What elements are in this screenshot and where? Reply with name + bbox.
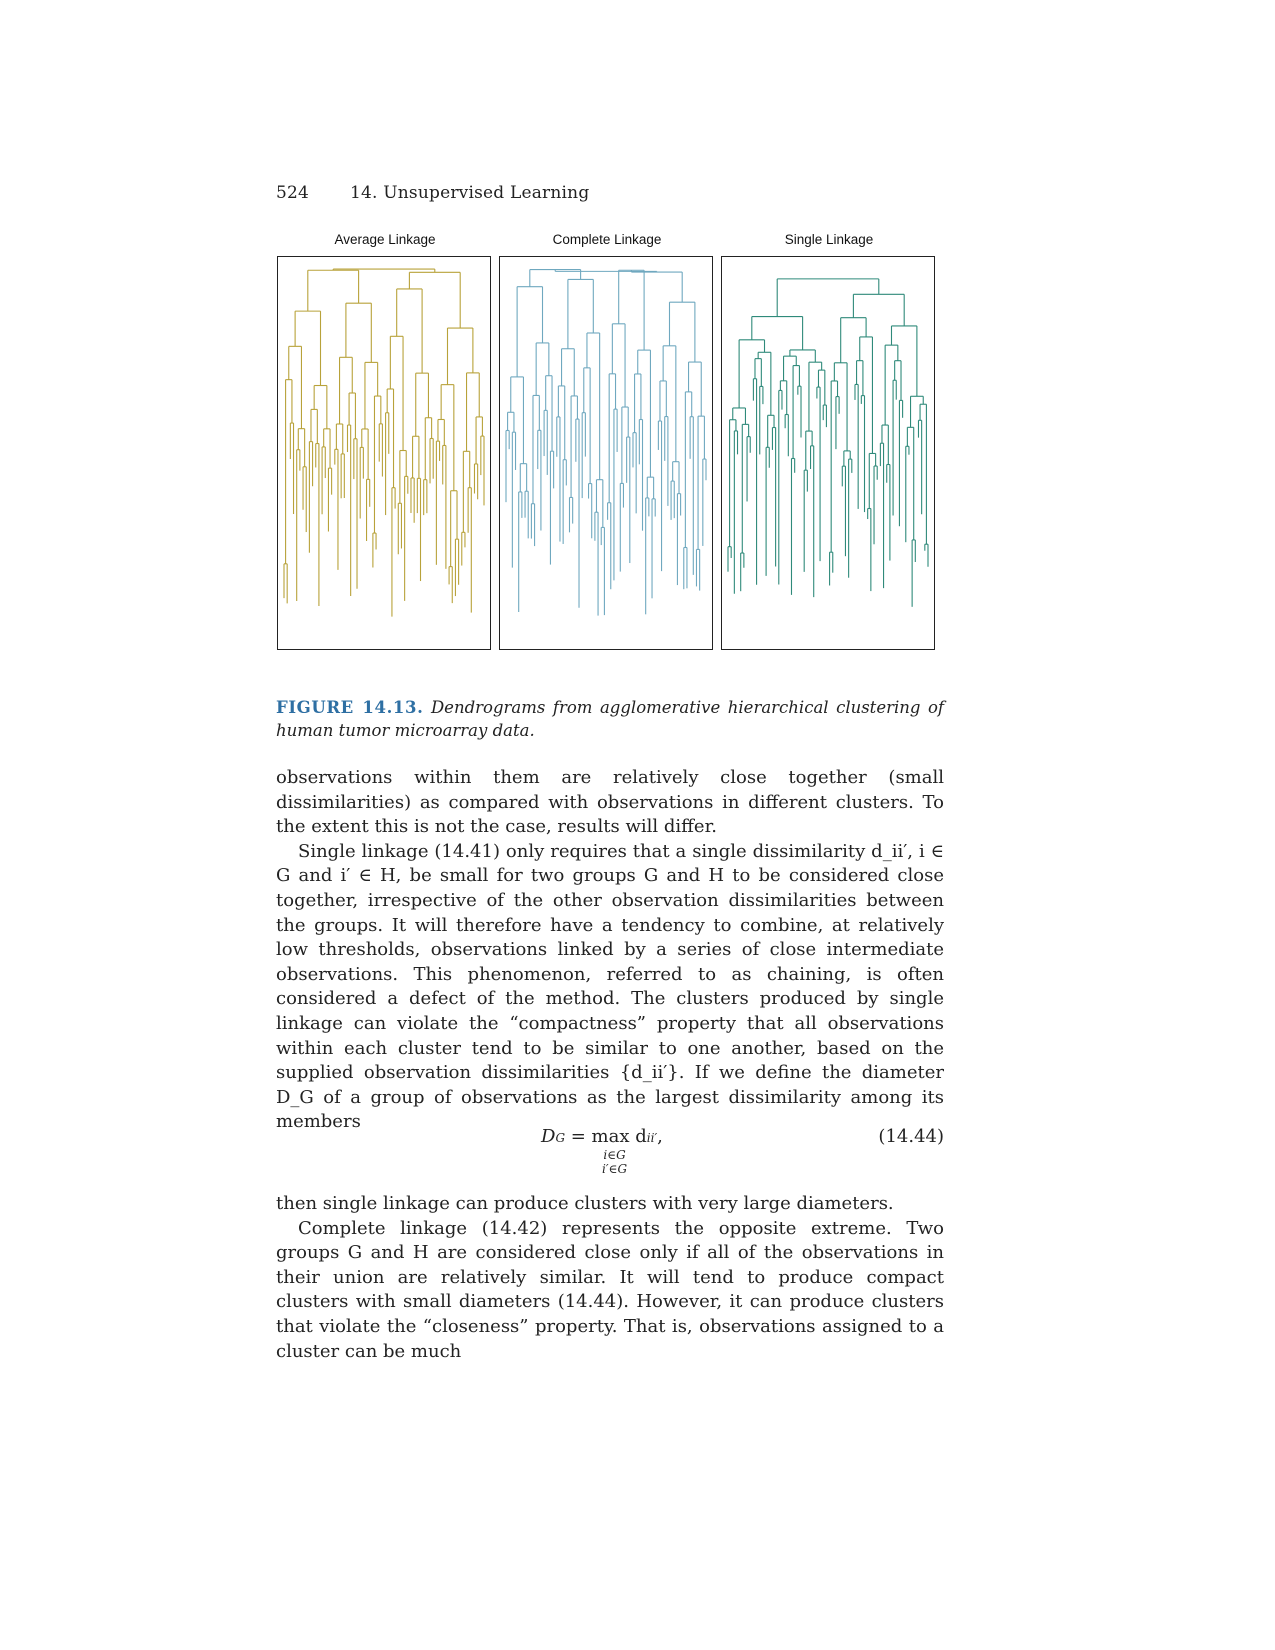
dendrogram-complete	[505, 269, 707, 616]
caption-label: FIGURE 14.13.	[276, 698, 424, 717]
chapter-title: 14. Unsupervised Learning	[350, 183, 590, 203]
dendrogram-average	[283, 268, 485, 617]
equation-subscript: i∈G i′∈G	[602, 1148, 628, 1176]
running-header: 524 14. Unsupervised Learning	[276, 183, 589, 203]
paragraph: then single linkage can produce clusters…	[276, 1193, 894, 1214]
body-text-top: observations within them are relatively …	[276, 766, 944, 1135]
page-number: 524	[276, 183, 310, 203]
paragraph: Complete linkage (14.42) represents the …	[276, 1217, 944, 1362]
panel-title-average: Average Linkage	[334, 232, 436, 247]
paragraph: Single linkage (14.41) only requires tha…	[276, 840, 944, 1133]
panel-title-single: Single Linkage	[784, 232, 874, 247]
dendrogram-single	[727, 278, 929, 607]
equation-14-44: DG = max dii′, i∈G i′∈G (14.44)	[276, 1126, 944, 1186]
caption-text: Dendrograms from agglomerative hierarchi…	[276, 698, 944, 740]
dendrogram-single-panel	[721, 256, 935, 650]
figure-caption: FIGURE 14.13. Dendrograms from agglomera…	[276, 696, 944, 742]
equation-body: DG = max dii′,	[541, 1126, 663, 1147]
dendrogram-complete-panel	[499, 256, 713, 650]
paragraph: observations within them are relatively …	[276, 767, 944, 838]
panel-title-complete: Complete Linkage	[552, 232, 662, 247]
equation-number: (14.44)	[878, 1126, 944, 1147]
dendrogram-average-panel	[277, 256, 491, 650]
body-text-bottom: then single linkage can produce clusters…	[276, 1192, 944, 1364]
